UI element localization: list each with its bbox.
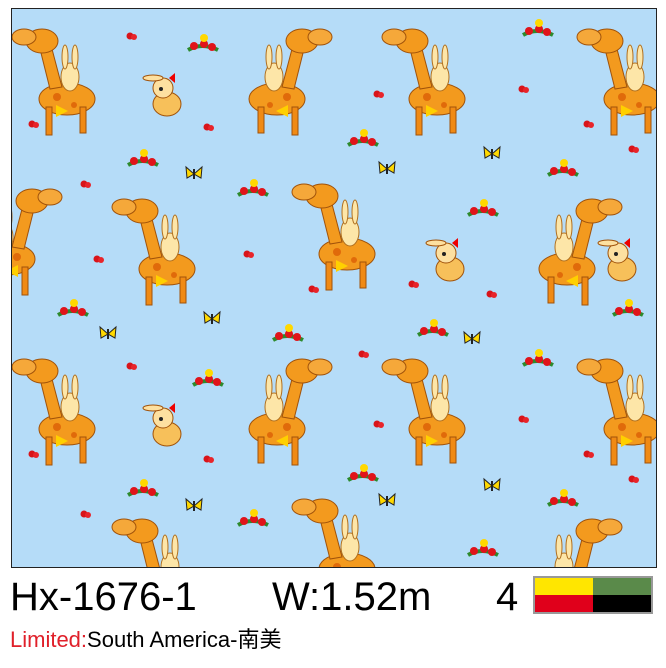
butterfly-motif [463,330,481,344]
red-blossom-motif [583,120,594,128]
flower-cluster-motif [347,464,379,482]
butterfly-motif [378,160,396,174]
butterfly-motif [185,497,203,511]
flower-cluster-motif [547,159,579,177]
rabbit-motif [425,238,465,282]
limited-label: Limited: [10,627,88,652]
deer-motif [381,28,466,136]
swatch-red [535,595,593,612]
deer-motif [381,358,466,466]
butterfly-motif [483,145,501,159]
swatch-yellow [535,578,593,595]
flower-cluster-motif [57,299,89,317]
deer-motif [111,198,196,306]
deer-motif [248,358,333,466]
flower-cluster-motif [347,129,379,147]
flower-cluster-motif [237,179,269,197]
red-blossom-motif [486,290,497,298]
red-blossom-motif [243,250,254,258]
red-blossom-motif [203,455,214,463]
flower-cluster-motif [187,34,219,52]
red-blossom-motif [408,280,419,288]
red-blossom-motif [80,180,91,188]
red-blossom-motif [628,475,639,483]
red-blossom-motif [93,255,104,263]
red-blossom-motif [518,85,529,93]
flower-cluster-motif [467,199,499,217]
deer-motif [291,183,376,291]
deer-motif [248,28,333,136]
butterfly-motif [378,492,396,506]
color-swatch [533,576,653,614]
red-blossom-motif [373,90,384,98]
red-blossom-motif [203,123,214,131]
flower-cluster-motif [522,349,554,367]
red-blossom-motif [28,450,39,458]
deer-motif [538,198,623,306]
color-count: 4 [496,575,519,619]
fabric-pattern-image [11,8,657,568]
deer-motif [554,518,623,567]
flower-cluster-motif [272,324,304,342]
pattern-svg [12,19,656,567]
limited-region: South America-南美 [87,627,282,652]
swatch-black [593,595,651,612]
flower-cluster-motif [522,19,554,37]
market-limitation: Limited:South America-南美 [10,626,281,654]
rabbit-motif [142,73,182,117]
deer-motif [111,518,180,567]
fabric-width: W:1.52m [272,575,432,619]
flower-cluster-motif [192,369,224,387]
red-blossom-motif [358,350,369,358]
rabbit-motif [142,403,182,447]
red-blossom-motif [518,415,529,423]
deer-motif [291,498,376,567]
red-blossom-motif [126,32,137,40]
flower-cluster-motif [127,479,159,497]
red-blossom-motif [80,510,91,518]
red-blossom-motif [28,120,39,128]
deer-motif [576,28,656,136]
butterfly-motif [99,325,117,339]
flower-cluster-motif [127,149,159,167]
product-code: Hx-1676-1 [10,575,197,619]
deer-motif [576,358,656,466]
deer-motif [12,28,96,136]
rabbit-motif [597,238,637,282]
red-blossom-motif [126,362,137,370]
flower-cluster-motif [547,489,579,507]
deer-motif [12,188,63,296]
red-blossom-motif [583,450,594,458]
red-blossom-motif [308,285,319,293]
red-blossom-motif [373,420,384,428]
swatch-green [593,578,651,595]
deer-motif [12,358,96,466]
flower-cluster-motif [467,539,499,557]
butterfly-motif [185,165,203,179]
butterfly-motif [483,477,501,491]
red-blossom-motif [628,145,639,153]
flower-cluster-motif [237,509,269,527]
flower-cluster-motif [612,299,644,317]
butterfly-motif [203,310,221,324]
flower-cluster-motif [417,319,449,337]
